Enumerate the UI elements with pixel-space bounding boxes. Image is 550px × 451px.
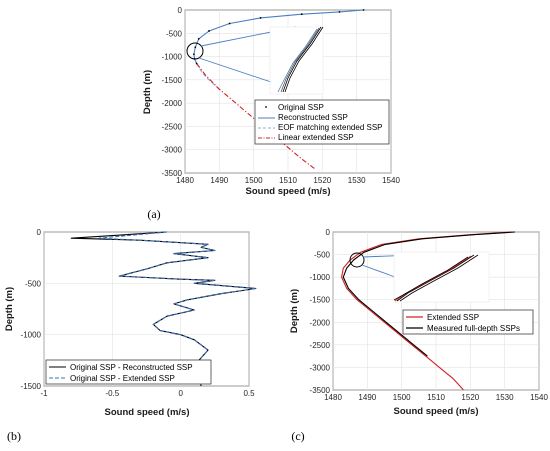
inset-c-curve-4 — [393, 256, 469, 301]
legend-c-entry-0: Extended SSP — [427, 313, 479, 322]
x-tick-label: 1520 — [313, 176, 331, 185]
legend-c: Extended SSP Measured full-depth SSPs — [402, 309, 534, 335]
y-tick-label: -500 — [314, 251, 331, 260]
inset-a-curve-2 — [282, 26, 322, 93]
caption-a: (a) — [147, 207, 160, 221]
panel-a: 1480 1490 1500 1510 1520 1530 1540 0 -500 -1000 -1… — [142, 6, 400, 221]
x-tick-label: 1480 — [324, 393, 342, 402]
y-axis-label-c: Depth (m) — [289, 289, 300, 333]
legend-b: Original SSP - Reconstructed SSP Origina… — [45, 359, 212, 385]
x-tick-label: -1 — [40, 389, 48, 398]
zoom-callout-c — [349, 251, 490, 303]
inset-c-curve-1 — [399, 254, 479, 302]
caption-c: (c) — [291, 429, 304, 443]
ticks-c: 1480 1490 1500 1510 1520 1530 1540 0 -500 -1000 -1… — [310, 228, 549, 402]
y-tick-label: -1500 — [21, 382, 42, 391]
x-tick-label: -0.5 — [105, 389, 119, 398]
legend-a-entry-2: EOF matching extended SSP — [278, 123, 383, 132]
data-point — [300, 13, 303, 16]
zoom-callout-a — [186, 26, 324, 95]
data-point — [208, 30, 210, 32]
panel-b: -1 -0.5 0 0.5 0 -500 -1000 -1500 Original SSP -… — [4, 228, 257, 443]
y-tick-label: -2000 — [310, 318, 331, 327]
series-line-linear-extended-ssp — [196, 63, 316, 170]
x-tick-label: 1490 — [210, 176, 228, 185]
inset-a-curve-1 — [284, 26, 324, 93]
zoom-line-c-bottom — [361, 264, 396, 278]
x-tick-label: 1520 — [461, 393, 479, 402]
x-tick-label: 1490 — [358, 393, 376, 402]
inset-a-curve-3 — [280, 27, 320, 93]
y-tick-label: -1500 — [162, 76, 183, 85]
x-axis-label-a: Sound speed (m/s) — [246, 186, 331, 197]
x-tick-label: 1480 — [176, 176, 194, 185]
y-tick-label: -2000 — [162, 99, 183, 108]
legend-a-entry-3: Linear extended SSP — [278, 133, 354, 142]
x-tick-label: 1540 — [382, 176, 400, 185]
x-axis-label-c: Sound speed (m/s) — [394, 406, 479, 417]
y-axis-label-b: Depth (m) — [4, 287, 15, 331]
series-line-measured-full-depth-ssps — [342, 231, 516, 357]
x-tick-label: 0 — [178, 389, 183, 398]
x-tick-label: 1530 — [348, 176, 366, 185]
x-axis-label-b: Sound speed (m/s) — [105, 407, 190, 418]
ticks-b: -1 -0.5 0 0.5 0 -500 -1000 -1500 — [21, 228, 256, 398]
data-point — [194, 46, 197, 49]
inset-c-curve-2 — [396, 254, 475, 302]
data-point — [362, 9, 365, 11]
ticks-a: 1480 1490 1500 1510 1520 1530 1540 0 -500 -1000 -1… — [162, 6, 401, 185]
series-line-original-ssp-extended-ssp — [98, 231, 257, 387]
zoom-circle-a — [186, 42, 204, 60]
legend-a-entry-1: Reconstructed SSP — [278, 113, 348, 122]
x-tick-label: 1500 — [245, 176, 263, 185]
x-tick-label: 1510 — [279, 176, 297, 185]
caption-b: (b) — [7, 429, 21, 443]
x-tick-label: 0.5 — [243, 389, 255, 398]
grid-b — [43, 231, 250, 387]
panel-c: 1480 1490 1500 1510 1520 1530 1540 0 -500 -1000 -1… — [289, 228, 548, 443]
series-c — [341, 231, 516, 391]
y-tick-label: -1000 — [162, 53, 183, 62]
inset-a-curve-4 — [277, 28, 318, 93]
y-tick-label: -3000 — [310, 363, 331, 372]
legend-b-entry-1: Original SSP - Extended SSP — [70, 374, 175, 383]
y-tick-label: -3500 — [162, 169, 183, 178]
y-tick-label: 0 — [178, 6, 183, 15]
series-a — [193, 9, 365, 170]
y-tick-label: 0 — [37, 228, 42, 237]
legend-b-entry-0: Original SSP - Reconstructed SSP — [70, 363, 193, 372]
inset-c — [393, 251, 490, 303]
y-tick-label: -500 — [25, 279, 42, 288]
data-point — [338, 10, 341, 13]
data-point — [228, 22, 231, 25]
x-tick-label: 1540 — [530, 393, 548, 402]
data-point — [195, 62, 198, 65]
data-point — [259, 17, 262, 19]
legend-a-entry-0: Original SSP — [278, 103, 324, 112]
y-tick-label: -3000 — [162, 146, 183, 155]
zoom-circle-c — [349, 252, 365, 268]
data-point — [193, 53, 195, 56]
x-tick-label: 1500 — [393, 393, 411, 402]
legend-a: Original SSP Reconstructed SSP EOF match… — [254, 99, 390, 145]
series-line-eof-matching-extended-ssp — [196, 63, 220, 90]
x-tick-label: 1510 — [427, 393, 445, 402]
x-tick-label: 1530 — [496, 393, 514, 402]
y-tick-label: -3500 — [310, 386, 331, 395]
data-point — [197, 37, 200, 40]
legend-c-entry-1: Measured full-depth SSPs — [427, 324, 520, 333]
y-tick-label: -1000 — [21, 331, 42, 340]
y-tick-label: -2500 — [310, 341, 331, 350]
y-axis-label-a: Depth (m) — [142, 70, 153, 114]
y-tick-label: -1500 — [310, 296, 331, 305]
y-tick-label: -500 — [166, 29, 183, 38]
y-tick-label: -2500 — [162, 122, 183, 131]
y-tick-label: 0 — [326, 228, 331, 237]
series-b — [70, 231, 257, 387]
inset-c-curve-3 — [394, 255, 472, 302]
y-tick-label: -1000 — [310, 273, 331, 282]
